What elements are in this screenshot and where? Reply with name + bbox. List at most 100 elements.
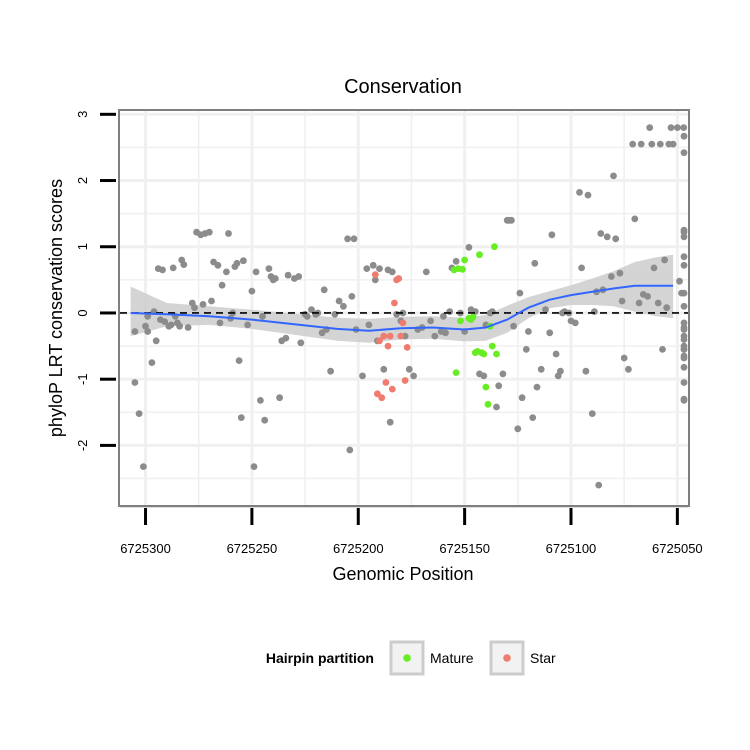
data-point-other [252, 268, 260, 276]
data-point-other [369, 261, 377, 269]
data-point-other [348, 293, 356, 300]
data-point-other [680, 332, 688, 340]
data-point-other [376, 265, 383, 272]
data-point-other [522, 346, 530, 353]
legend-swatch-mature [403, 654, 411, 662]
data-point-other [446, 308, 454, 315]
data-point-other [631, 215, 639, 223]
data-point-other [363, 265, 371, 272]
data-point-other [335, 297, 343, 305]
data-point-other [340, 302, 347, 310]
data-point-other [597, 230, 605, 237]
data-point-other [495, 382, 503, 390]
data-point-other [557, 367, 564, 375]
data-point-other [661, 256, 668, 264]
data-point-other [386, 418, 394, 426]
data-point-other [680, 149, 688, 157]
data-point-other [625, 365, 632, 373]
series-other [131, 124, 688, 489]
data-point-other [680, 354, 688, 362]
data-point-other [525, 328, 532, 335]
data-point-other [571, 319, 579, 327]
data-point-star [391, 299, 398, 307]
x-tick-label: 6725200 [333, 541, 384, 556]
data-point-other [537, 365, 545, 373]
data-point-other [680, 228, 688, 236]
data-point-mature [459, 265, 466, 273]
data-point-other [499, 370, 507, 378]
data-point-other [488, 308, 496, 315]
data-point-other [191, 304, 198, 312]
y-tick-label: -2 [75, 440, 90, 452]
data-point-star [378, 394, 386, 402]
data-point-other [442, 329, 449, 337]
data-point-other [410, 372, 417, 380]
data-point-other [516, 289, 524, 297]
data-point-mature [457, 317, 464, 325]
data-point-star [384, 342, 392, 350]
data-point-other [656, 140, 664, 148]
data-point-other [680, 124, 688, 131]
data-point-other [533, 383, 541, 391]
data-point-other [680, 379, 688, 386]
data-point-other [159, 266, 166, 274]
data-point-other [259, 312, 266, 320]
data-points [131, 124, 688, 489]
y-tick-label: 0 [75, 309, 90, 316]
data-point-other [610, 172, 617, 180]
legend-label-mature: Mature [430, 650, 474, 666]
data-point-other [225, 230, 232, 237]
data-point-other [303, 312, 311, 320]
data-point-other [663, 304, 671, 312]
data-point-other [680, 253, 688, 261]
data-point-other [612, 235, 620, 243]
data-point-other [591, 308, 598, 315]
data-point-star [374, 390, 381, 398]
smooth-trend-line [130, 284, 674, 332]
data-point-star [401, 377, 409, 384]
data-point-star [399, 319, 407, 327]
data-point-other [184, 324, 192, 331]
data-point-other [233, 259, 241, 267]
data-point-other [635, 299, 643, 307]
data-point-other [276, 394, 283, 402]
data-point-other [208, 297, 215, 305]
legend-title: Hairpin partition [266, 650, 374, 666]
data-point-other [680, 324, 688, 331]
legend-key-mature [389, 640, 425, 676]
x-tick-label: 6725150 [439, 541, 490, 556]
data-point-other [427, 317, 434, 325]
data-point-other [327, 367, 334, 375]
data-point-other [674, 124, 681, 131]
chart-title: Conservation [344, 76, 462, 98]
data-point-other [257, 397, 264, 404]
data-point-other [676, 277, 683, 285]
data-point-other [269, 276, 277, 284]
data-point-other [405, 365, 413, 373]
y-tick-label: 3 [75, 111, 90, 118]
data-point-mature [476, 251, 483, 259]
x-axis-ticks: 6725300 6725250 6725200 6725150 6725100 67250… [120, 506, 703, 556]
data-point-other [244, 321, 252, 329]
y-axis-label: phyloP LRT conservation scores [46, 179, 66, 437]
data-point-other [480, 372, 488, 380]
data-point-other [346, 446, 354, 454]
data-point-other [331, 310, 339, 318]
data-point-other [235, 357, 243, 364]
data-point-other [650, 264, 658, 272]
data-point-other [637, 140, 645, 148]
data-point-other [680, 302, 688, 310]
data-point-other [431, 332, 439, 340]
data-point-star [395, 275, 403, 282]
data-point-other [531, 259, 539, 267]
series-star [371, 271, 411, 402]
data-point-other [595, 481, 603, 489]
data-point-mature [491, 243, 498, 251]
data-point-other [365, 321, 373, 329]
data-point-other [542, 306, 549, 314]
y-axis-ticks: -2 -1 0 1 2 3 [75, 111, 116, 451]
data-point-other [529, 414, 537, 421]
data-point-star [382, 379, 390, 386]
data-point-other [680, 261, 688, 269]
data-point-other [546, 329, 554, 337]
